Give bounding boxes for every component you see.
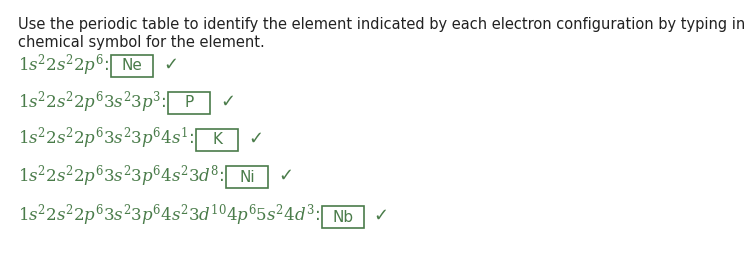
Text: ✓: ✓ (374, 207, 389, 225)
Text: Ne: Ne (122, 59, 142, 73)
Text: $1s^{2}2s^{2}2p^{6}3s^{2}3p^{6}4s^{1}$:: $1s^{2}2s^{2}2p^{6}3s^{2}3p^{6}4s^{1}$: (18, 126, 196, 151)
Text: ✓: ✓ (163, 56, 178, 74)
Text: Nb: Nb (332, 210, 353, 224)
Text: Ni: Ni (239, 170, 255, 184)
Text: $1s^{2}2s^{2}2p^{6}3s^{2}3p^{6}4s^{2}3d^{10}4p^{6}5s^{2}4d^{3}$:: $1s^{2}2s^{2}2p^{6}3s^{2}3p^{6}4s^{2}3d^… (18, 203, 322, 228)
Text: ✓: ✓ (278, 167, 293, 185)
Text: Use the periodic table to identify the element indicated by each electron config: Use the periodic table to identify the e… (18, 17, 746, 32)
Text: $1s^{2}2s^{2}2p^{6}3s^{2}3p^{3}$:: $1s^{2}2s^{2}2p^{6}3s^{2}3p^{3}$: (18, 89, 169, 114)
FancyBboxPatch shape (169, 92, 210, 114)
FancyBboxPatch shape (226, 166, 269, 188)
Text: chemical symbol for the element.: chemical symbol for the element. (18, 35, 265, 50)
Text: $1s^{2}2s^{2}2p^{6}3s^{2}3p^{6}4s^{2}3d^{8}$:: $1s^{2}2s^{2}2p^{6}3s^{2}3p^{6}4s^{2}3d^… (18, 163, 226, 189)
FancyBboxPatch shape (322, 206, 363, 228)
Text: $1s^{2}2s^{2}2p^{6}$:: $1s^{2}2s^{2}2p^{6}$: (18, 52, 111, 78)
Text: P: P (185, 95, 194, 111)
Text: ✓: ✓ (248, 130, 263, 148)
FancyBboxPatch shape (111, 55, 153, 77)
Text: K: K (212, 132, 222, 148)
FancyBboxPatch shape (196, 129, 238, 151)
Text: ✓: ✓ (220, 93, 236, 111)
